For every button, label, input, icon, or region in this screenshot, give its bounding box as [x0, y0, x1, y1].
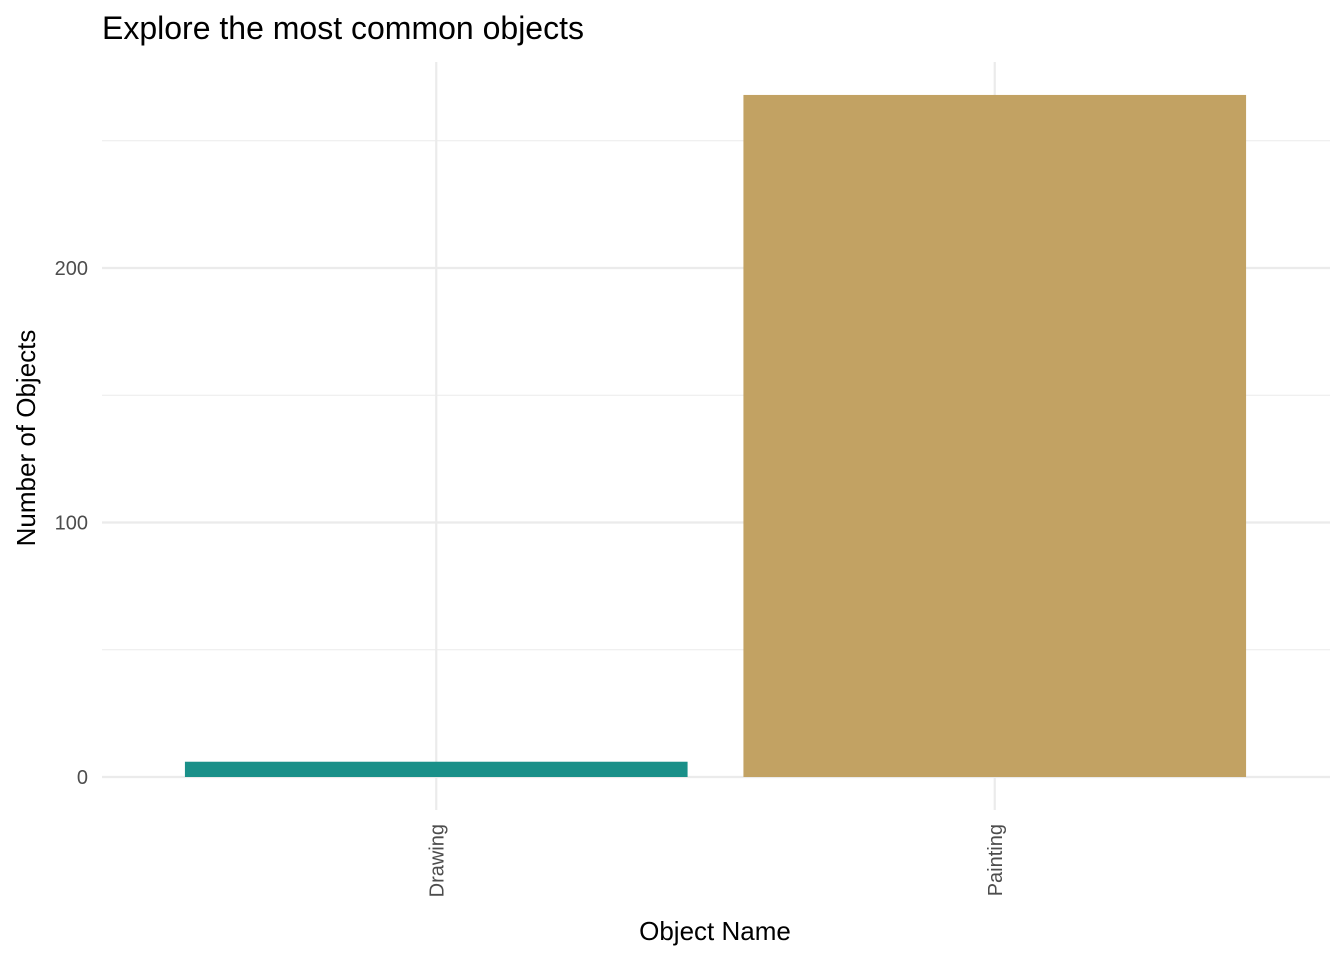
bar-painting [743, 94, 1247, 777]
bar-drawing [184, 761, 688, 777]
x-tick-labels: Drawing Painting [426, 824, 1007, 897]
y-tick-label: 0 [77, 767, 88, 789]
x-axis-title: Object Name [639, 916, 791, 946]
x-tick-label: Painting [985, 824, 1007, 896]
x-tick-label: Drawing [426, 824, 448, 897]
y-tick-labels: 0 100 200 [55, 258, 88, 789]
bars [184, 94, 1247, 777]
chart-title: Explore the most common objects [102, 10, 584, 46]
y-axis-title: Number of Objects [11, 330, 41, 547]
y-tick-label: 200 [55, 258, 88, 280]
y-tick-label: 100 [55, 513, 88, 535]
